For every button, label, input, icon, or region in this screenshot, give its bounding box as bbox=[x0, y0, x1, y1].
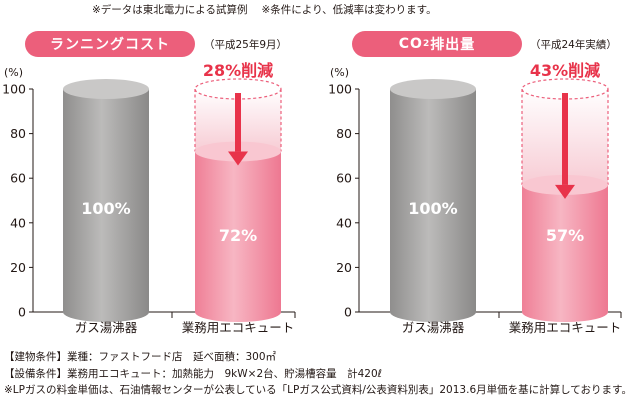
chart2-eco-cute-reduction-label: 43%削減 bbox=[530, 61, 600, 80]
chart1-y-tick-label-20: 20 bbox=[10, 260, 26, 275]
co2-title-suffix: 排出量 bbox=[430, 37, 476, 53]
chart1-eco-cute-reduction-label: 28%削減 bbox=[203, 61, 273, 80]
note-sample: ※データは東北電力による試算例 bbox=[92, 4, 248, 16]
chart2-eco-cute-reduction-arrow-head bbox=[555, 184, 575, 199]
chart2-eco-cute-bar bbox=[522, 184, 608, 322]
chart2-y-tick-label-0: 0 bbox=[344, 305, 352, 320]
chart1-eco-cute-category-label: 業務用エコキュート bbox=[182, 320, 295, 335]
co2-period: （平成24年実績） bbox=[530, 39, 617, 51]
footer-notes: 【建物条件】業種：ファストフード店 延べ面積：300㎡ 【設備条件】業務用エコキ… bbox=[4, 349, 631, 399]
chart2-gas-heater-value-label: 100% bbox=[408, 199, 457, 218]
running-cost-title-text: ランニングコスト bbox=[50, 37, 170, 53]
chart1-gas-heater-value-label: 100% bbox=[81, 199, 130, 218]
chart1-eco-cute-value-label: 72% bbox=[219, 226, 257, 245]
chart2-y-tick-label-100: 100 bbox=[328, 82, 352, 97]
chart1-y-tick-label-100: 100 bbox=[2, 82, 26, 97]
running-cost-period: （平成25年9月） bbox=[204, 39, 288, 51]
chart1-y-tick-label-0: 0 bbox=[18, 305, 26, 320]
co2-title-sub: 2 bbox=[422, 39, 431, 49]
chart1-eco-cute-reduction-arrow-shaft bbox=[235, 93, 241, 152]
chart2-y-axis-label: (%) bbox=[330, 66, 349, 79]
chart2-eco-cute-value-label: 57% bbox=[546, 226, 584, 245]
chart1-y-axis-label: (%) bbox=[4, 66, 23, 79]
chart1-y-tick-label-60: 60 bbox=[10, 171, 26, 186]
chart2-y-tick-label-40: 40 bbox=[336, 215, 352, 230]
charts-svg: (%) 0 20 40 60 80 100 100% ガス湯沸器 72% 業務用エコキュート 28%削… bbox=[2, 61, 622, 335]
footer-building-conditions: 【建物条件】業種：ファストフード店 延べ面積：300㎡ bbox=[4, 351, 277, 363]
running-cost-title: ランニングコスト bbox=[25, 31, 195, 57]
chart2-eco-cute-reduction-arrow-shaft bbox=[562, 93, 568, 185]
chart2-gas-heater-bar bbox=[390, 89, 476, 322]
chart2-y-tick-label-60: 60 bbox=[336, 171, 352, 186]
co2-title: CO 2 排出量 bbox=[352, 31, 522, 57]
co2-title-prefix: CO bbox=[398, 36, 423, 52]
footer-lp-gas-note: ※LPガスの料金単価は、石油情報センターが公表している「LPガス公式資料/公表資… bbox=[4, 384, 631, 396]
chart2-gas-heater-category-label: ガス湯沸器 bbox=[402, 320, 465, 335]
note-conditions: ※条件により、低減率は変わります。 bbox=[261, 4, 437, 16]
chart1-gas-heater-bar bbox=[63, 89, 149, 322]
chart2-y-tick-label-80: 80 bbox=[336, 126, 352, 141]
chart1-gas-heater-category-label: ガス湯沸器 bbox=[75, 320, 138, 335]
chart1-eco-cute-bar bbox=[195, 151, 281, 322]
chart2-y-tick-label-20: 20 bbox=[336, 260, 352, 275]
chart1-gas-heater-bar-top bbox=[63, 79, 149, 99]
chart1-y-tick-label-40: 40 bbox=[10, 215, 26, 230]
chart2-eco-cute-category-label: 業務用エコキュート bbox=[509, 320, 622, 335]
top-note: ※データは東北電力による試算例 ※条件により、低減率は変わります。 bbox=[92, 2, 437, 17]
footer-equipment-conditions: 【設備条件】業務用エコキュート：加熱能力 9kW×2台、貯湯槽容量 計420ℓ bbox=[4, 367, 382, 380]
chart1-y-tick-label-80: 80 bbox=[10, 126, 26, 141]
chart1-eco-cute-reduction-arrow-head bbox=[228, 151, 248, 166]
chart2-gas-heater-bar-top bbox=[390, 79, 476, 99]
